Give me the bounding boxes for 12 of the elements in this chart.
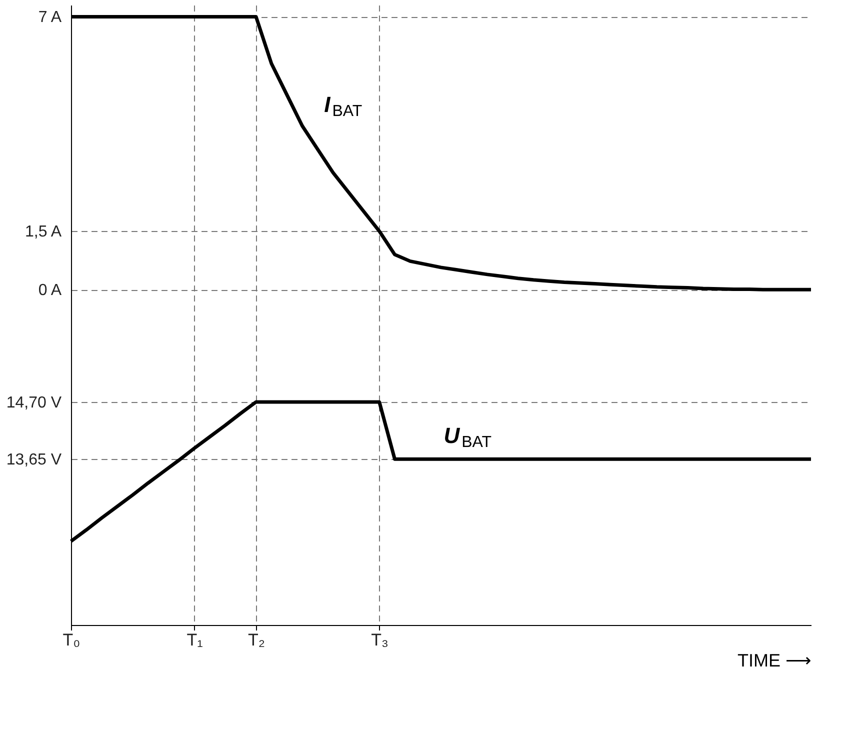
x-tick-label: T₁ <box>186 630 204 650</box>
x-tick-label: T₂ <box>248 630 265 650</box>
y-tick-label: 0 A <box>38 282 62 300</box>
line-series <box>69 400 813 543</box>
line-series <box>69 14 813 292</box>
y2-tick-label: 13,65 V <box>6 452 62 469</box>
y2-tick-label: 14,70 V <box>6 394 62 412</box>
y-tick-label: 7 A <box>38 9 62 26</box>
x-axis-title: TIME ⟶ <box>738 650 812 670</box>
y-tick-label: 1,5 A <box>25 224 62 241</box>
x-tick-label: T₃ <box>371 630 388 650</box>
x-tick-label: T₀ <box>62 630 80 650</box>
